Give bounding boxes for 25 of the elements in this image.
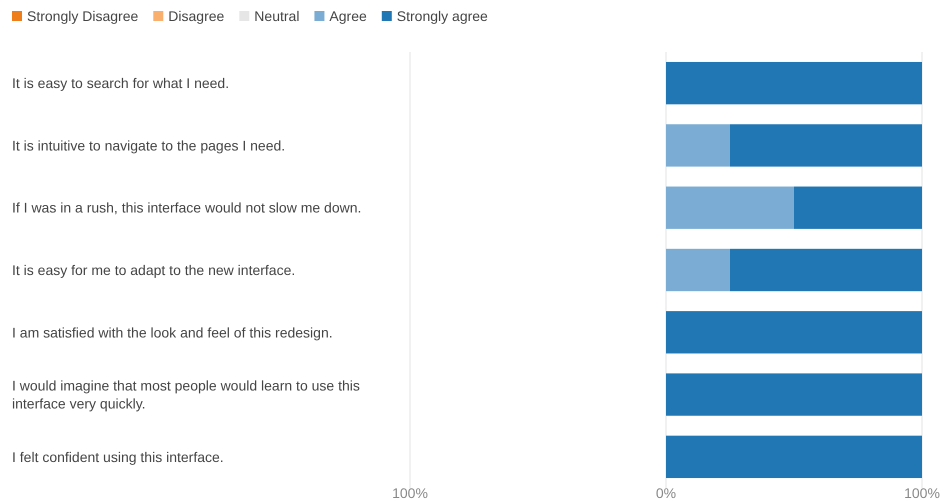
- legend-label: Strongly Disagree: [27, 8, 138, 24]
- bar: [666, 62, 922, 104]
- x-tick-label: 100%: [392, 485, 428, 501]
- legend-label: Neutral: [254, 8, 300, 24]
- y-tick-label: I felt confident using this interface.: [12, 448, 224, 465]
- bar: [730, 248, 922, 292]
- y-tick-label: I would imagine that most people would learn to use this interface very quickly.: [12, 378, 360, 412]
- x-tick-label: 0%: [656, 485, 676, 501]
- bar: [666, 373, 922, 416]
- y-tick-label: It is intuitive to navigate to the pages I need.: [12, 137, 286, 154]
- y-tick-label: It is easy to search for what I need.: [12, 75, 230, 92]
- y-tick-label: I am satisfied with the look and feel of this redesign.: [12, 324, 333, 340]
- bar: [666, 124, 730, 167]
- bar: [666, 248, 730, 292]
- legend-label: Agree: [329, 8, 368, 24]
- y-tick-label: It is easy for me to adapt to the new interface.: [12, 262, 296, 278]
- bar: [794, 186, 922, 229]
- y-tick-label: If I was in a rush, this interface would not slow me down.: [12, 200, 362, 216]
- legend-label: Disagree: [168, 8, 225, 24]
- bar: [666, 311, 922, 354]
- bar: [666, 186, 794, 229]
- bar: [730, 124, 922, 167]
- bar: [666, 436, 922, 478]
- x-tick-label: 100%: [904, 485, 940, 501]
- legend-label: Strongly agree: [396, 8, 488, 24]
